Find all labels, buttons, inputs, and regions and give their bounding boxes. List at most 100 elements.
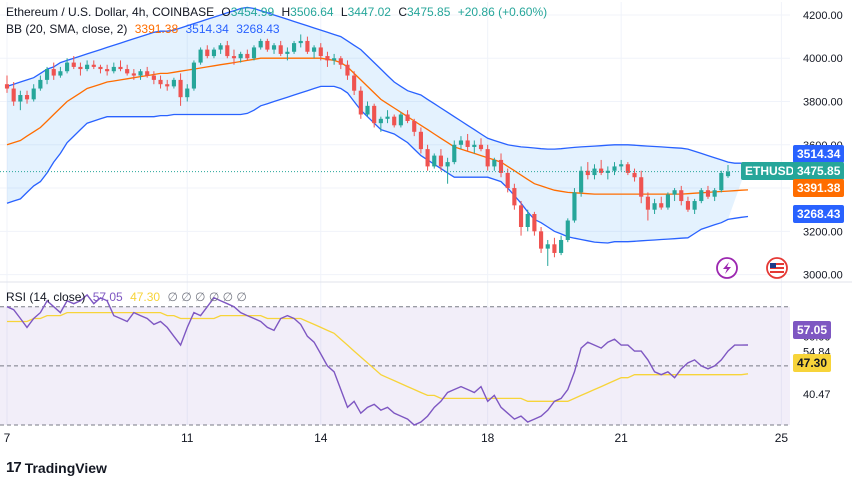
- candle-body: [372, 105, 377, 124]
- candle-body: [612, 166, 617, 171]
- candle-body: [251, 47, 257, 59]
- candle-body: [652, 203, 657, 210]
- candle-body: [271, 45, 277, 50]
- candle-body: [405, 114, 410, 121]
- rsi-ma-line: [7, 311, 749, 402]
- bollinger-basis-line: [6, 57, 749, 195]
- candle-body: [358, 90, 363, 115]
- time-axis[interactable]: 7 11 14 18 21 25: [4, 431, 789, 445]
- candle-body: [412, 120, 417, 132]
- candle-body: [585, 170, 590, 176]
- candle-body: [465, 140, 470, 147]
- low-value: 3447.02: [347, 5, 391, 19]
- ohlc-open: O3454.99: [221, 5, 274, 19]
- time-tick-label: 21: [615, 431, 629, 445]
- price-tick-label: 4200.00: [803, 10, 843, 22]
- candle-body: [165, 84, 170, 87]
- ohlc-low: L3447.02: [341, 5, 391, 19]
- candle-body: [352, 75, 357, 91]
- tradingview-logo-icon: 17: [6, 459, 22, 476]
- candle-body: [518, 205, 524, 227]
- lightning-icon[interactable]: [716, 257, 738, 279]
- main-grid: [0, 2, 790, 425]
- rsi-legend: RSI (14, close) 57.05 47.30 ∅ ∅ ∅ ∅ ∅ ∅: [6, 290, 251, 304]
- candle-body: [231, 56, 237, 59]
- high-label: H: [281, 5, 291, 19]
- bb-label[interactable]: BB (20, SMA, close, 2): [6, 22, 128, 36]
- low-label: L: [340, 5, 348, 19]
- candle-body: [705, 190, 711, 197]
- candle-body: [725, 171, 731, 177]
- candle-body: [325, 56, 330, 61]
- candle-body: [225, 45, 230, 57]
- candle-body: [118, 66, 123, 70]
- candle-body: [205, 49, 210, 57]
- candle-body: [685, 201, 691, 210]
- rsi-line: [6, 293, 749, 426]
- candle-body: [525, 214, 530, 227]
- candle-body: [478, 144, 484, 150]
- change-value: +20.86 (+0.60%): [457, 5, 548, 19]
- rsi-ma-badge: 47.30: [793, 354, 832, 372]
- candle-body: [445, 162, 450, 167]
- candle-body: [105, 69, 110, 72]
- bb-upper-badge: 3514.34: [793, 145, 845, 163]
- candle-body: [171, 79, 176, 87]
- candle-body: [452, 144, 457, 163]
- ticker-badge[interactable]: ETHUSD: [741, 162, 799, 180]
- candle-body: [151, 75, 156, 80]
- candle-body: [565, 220, 570, 240]
- bb-lower-value: 3268.43: [236, 22, 280, 36]
- candle-body: [332, 58, 337, 61]
- bb-mid-badge: 3391.38: [793, 179, 845, 197]
- candle-body: [659, 203, 664, 208]
- time-tick-label: 11: [181, 431, 194, 445]
- us-flag-icon[interactable]: [766, 257, 788, 279]
- candle-body: [278, 45, 283, 54]
- bb-upper-value: 3514.34: [185, 22, 229, 36]
- time-tick-label: 18: [481, 431, 495, 445]
- candle-body: [605, 170, 610, 173]
- candle-body: [712, 190, 717, 197]
- candle-body: [472, 144, 477, 147]
- symbol-title[interactable]: Ethereum / U.S. Dollar, 4h, COINBASE: [6, 5, 215, 19]
- time-tick-label: 7: [4, 431, 11, 445]
- candle-body: [11, 88, 16, 102]
- candle-body: [245, 53, 250, 59]
- open-label: O: [221, 5, 231, 19]
- rsi-badge: 57.05: [793, 321, 832, 339]
- candle-body: [632, 172, 637, 178]
- candle-body: [291, 43, 297, 52]
- candle-body: [512, 188, 517, 206]
- candle-body: [111, 66, 116, 72]
- candle-body: [298, 40, 303, 44]
- candle-body: [492, 159, 497, 167]
- candle-body: [125, 69, 130, 74]
- open-value: 3454.99: [230, 5, 275, 19]
- bb-lower-badge: 3268.43: [793, 205, 845, 223]
- rsi-label[interactable]: RSI (14, close): [6, 290, 86, 304]
- candle-body: [338, 58, 343, 65]
- candle-body: [418, 131, 423, 150]
- tradingview-logo[interactable]: 17 TradingView: [6, 459, 107, 476]
- candle-body: [505, 172, 510, 189]
- candle-body: [98, 66, 103, 70]
- time-tick-label: 25: [775, 431, 789, 445]
- candle-body: [599, 168, 604, 173]
- candle-body: [619, 164, 624, 167]
- candle-body: [51, 69, 56, 76]
- candle-body: [131, 73, 136, 76]
- bollinger-band-fill: [7, 7, 748, 244]
- candle-body: [318, 47, 323, 57]
- price-tick-label: 3000.00: [803, 270, 843, 282]
- candle-body: [38, 79, 43, 89]
- rsi-ma-value: 47.30: [130, 290, 161, 304]
- candle-body: [91, 64, 96, 67]
- candle-body: [559, 239, 564, 253]
- candle-body: [625, 164, 630, 173]
- candle-body: [58, 71, 63, 76]
- header-legend: Ethereum / U.S. Dollar, 4h, COINBASE O34…: [6, 5, 551, 19]
- candle-body: [639, 177, 644, 197]
- candle-body: [24, 95, 30, 100]
